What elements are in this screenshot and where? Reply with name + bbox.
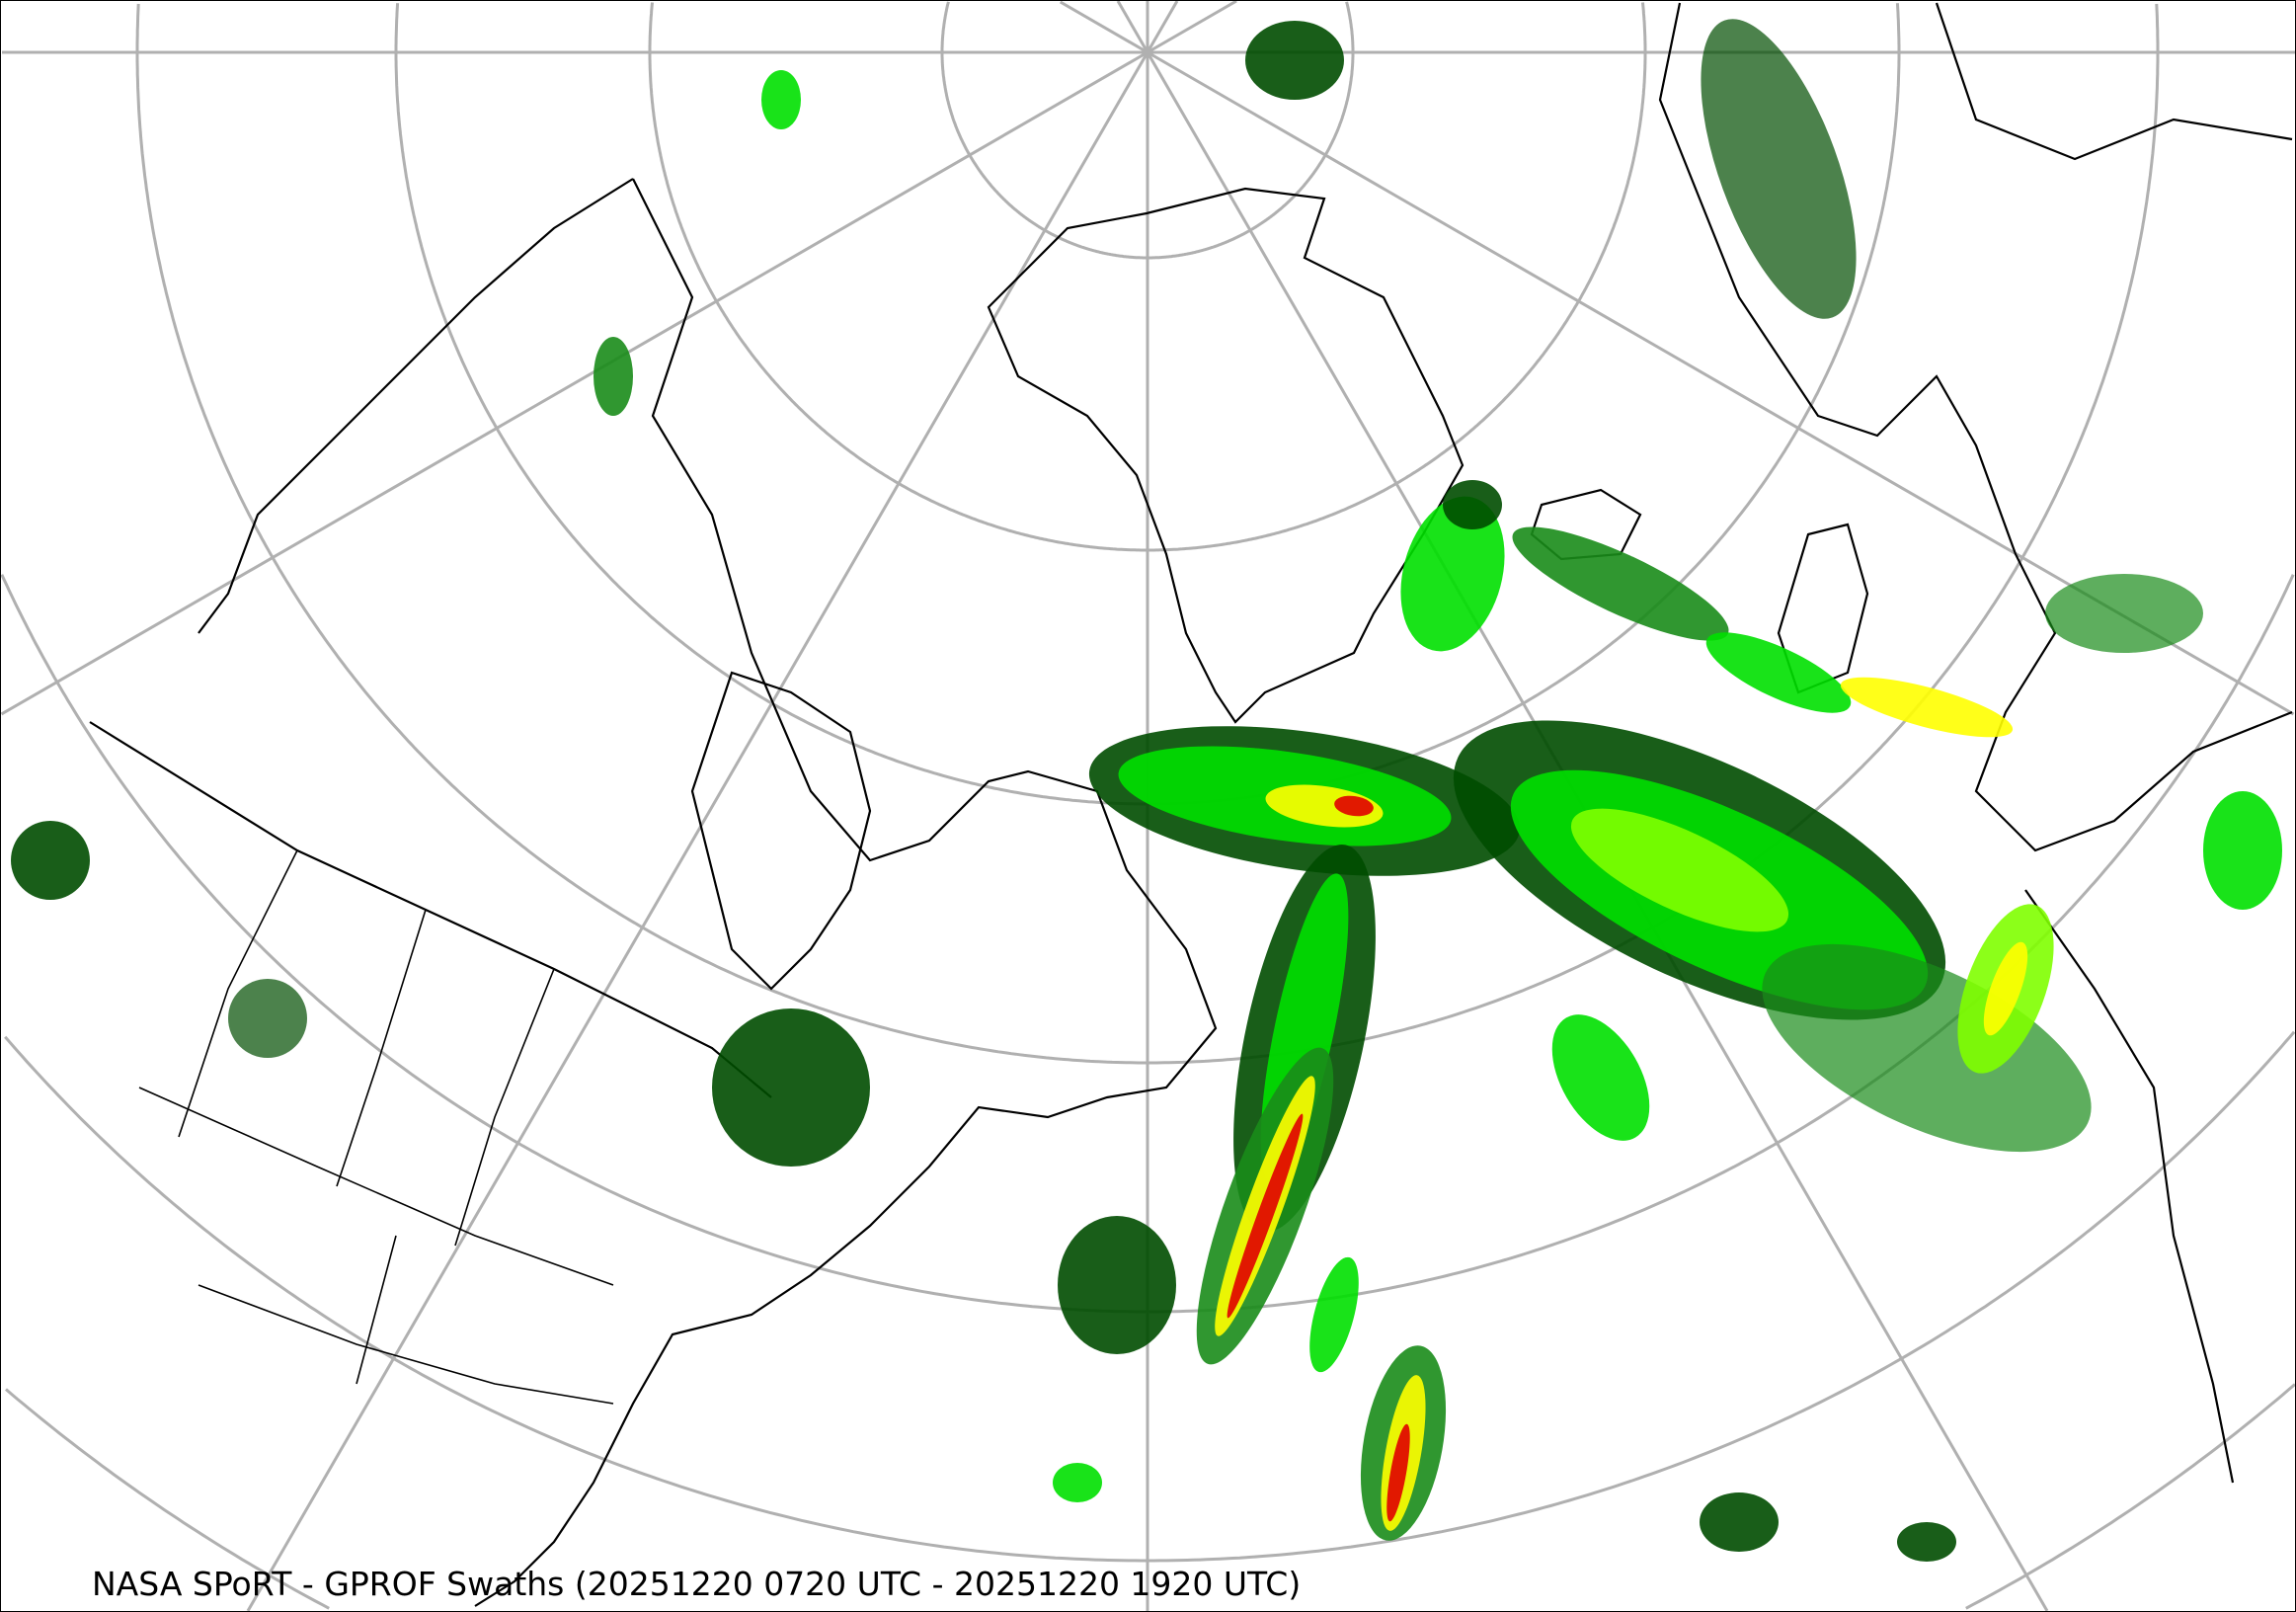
precip-area <box>11 821 90 900</box>
precip-area <box>2045 574 2203 653</box>
precip-area <box>1443 480 1502 529</box>
precip-area <box>1400 496 1505 652</box>
precip-area <box>594 337 633 416</box>
precip-area <box>1840 677 2014 738</box>
precip-area <box>1701 19 1857 319</box>
precip-area <box>1386 1423 1410 1522</box>
precip-area <box>1512 526 1729 641</box>
precip-area <box>712 1008 870 1167</box>
meridian-line <box>1 50 1148 716</box>
latitude-circle <box>648 2 1647 552</box>
precip-area <box>1705 632 1852 713</box>
precip-area <box>2203 791 2282 910</box>
precip-area <box>761 70 801 129</box>
state-borders <box>138 849 614 1405</box>
precip-area <box>1700 1492 1779 1552</box>
meridian-line <box>1059 1 1148 54</box>
precip-area <box>1570 808 1789 932</box>
precip-area <box>1309 1256 1359 1373</box>
precip-area <box>1334 795 1374 817</box>
precip-area <box>228 979 307 1058</box>
map-caption: NASA SPoRT - GPROF Swaths (20251220 0720… <box>92 1565 1302 1603</box>
europe-coastline <box>1658 2 2293 1484</box>
latitude-circle <box>940 1 1355 260</box>
precip-area <box>1897 1522 1956 1562</box>
north-america-coastline <box>198 178 1218 1607</box>
precip-area <box>1053 1463 1102 1502</box>
precip-area <box>1265 784 1384 828</box>
meridian-line <box>1116 1 1149 53</box>
us-canada-border <box>89 721 772 1098</box>
precip-area <box>1227 1113 1304 1319</box>
precip-area <box>1762 943 2092 1153</box>
precip-area <box>1058 1216 1176 1354</box>
latitude-circle <box>5 1383 2295 1610</box>
greenland-coastline <box>987 187 1465 724</box>
precipitation-swaths <box>11 19 2282 1562</box>
meridian-line <box>1146 1 1179 53</box>
precip-area <box>1551 1014 1650 1141</box>
precip-area <box>1983 941 2028 1036</box>
meridian-line <box>1147 1 1237 54</box>
hudson-bay-coastline <box>690 671 872 991</box>
meridian-line <box>246 51 1149 1611</box>
latitude-circle <box>4 1030 2295 1563</box>
latitude-circle <box>135 3 2160 1065</box>
british-isles-coastline <box>1777 523 1869 694</box>
precip-area <box>1245 21 1344 100</box>
